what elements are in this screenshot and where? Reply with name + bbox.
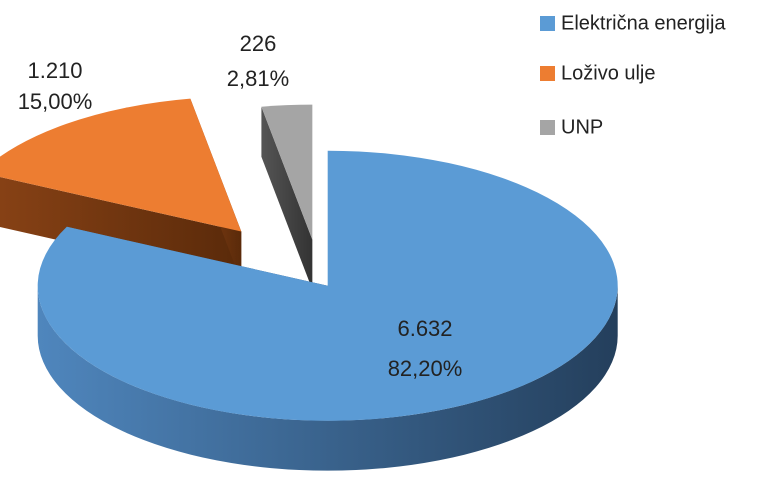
- legend-label: Loživo ulje: [561, 62, 656, 84]
- value-label: 226: [240, 31, 277, 56]
- slice-wall: [261, 106, 313, 290]
- value-label: 6.632: [397, 316, 452, 341]
- percent-label: 82,20%: [388, 356, 463, 381]
- percent-label: 15,00%: [18, 89, 93, 114]
- slice-side: [37, 285, 618, 471]
- slice-top: [261, 104, 313, 240]
- slice: [261, 104, 313, 290]
- slice-top: [0, 98, 242, 232]
- legend-swatch: [540, 120, 555, 135]
- slice-top: [37, 150, 618, 421]
- legend-swatch: [540, 66, 555, 81]
- legend-swatch: [540, 16, 555, 31]
- legend-label: UNP: [561, 116, 603, 138]
- value-label: 1.210: [27, 58, 82, 83]
- percent-label: 2,81%: [227, 66, 289, 91]
- slice: [37, 150, 618, 471]
- legend-label: Električna energija: [561, 12, 726, 34]
